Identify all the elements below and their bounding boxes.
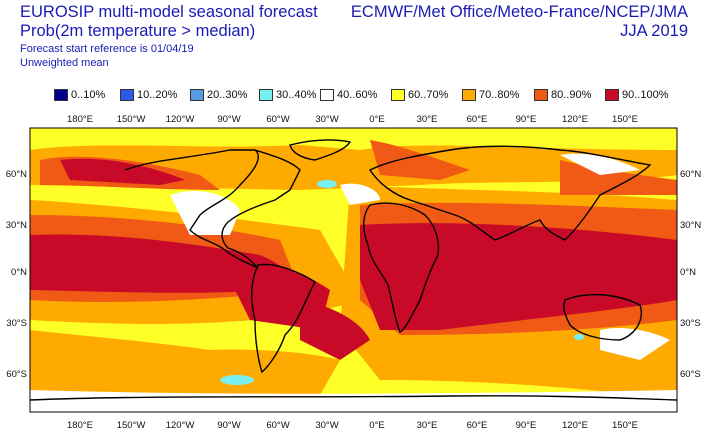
latitude-tick-label: 30°S [680,318,701,329]
legend-label: 20..30% [207,89,248,101]
longitude-tick-label: 0°E [369,420,384,431]
longitude-tick-label: 150°W [117,420,146,431]
latitude-tick-label: 30°S [6,318,27,329]
weighting-text: Unweighted mean [20,57,109,69]
longitude-tick-label: 30°E [417,420,438,431]
prob-30-40-areas [220,180,584,385]
legend-label: 0..10% [71,89,106,101]
longitude-ticks-top: 180°E 150°W 120°W 90°W 60°W 30°W 0°E 30°E 60°E 90… [67,114,638,125]
legend-item: 10..20% [120,88,177,102]
legend-label: 30..40% [276,89,317,101]
colour-legend: 0..10% 10..20% 20..30% 30..40% 40..60% 60..70… [54,88,674,102]
longitude-ticks-bottom: 180°E 150°W 120°W 90°W 60°W 30°W 0°E 30°E 60°E 90… [67,420,638,431]
longitude-tick-label: 60°E [467,114,488,125]
legend-item: 20..30% [190,88,247,102]
season-label: JJA 2019 [620,22,688,40]
longitude-tick-label: 180°E [67,420,93,431]
legend-item: 0..10% [54,88,105,102]
forecast-start-text: Forecast start reference is 01/04/19 [20,43,194,55]
legend-item: 30..40% [259,88,316,102]
legend-label: 70..80% [479,89,520,101]
longitude-tick-label: 150°E [612,420,638,431]
legend-swatch [54,89,68,101]
longitude-tick-label: 60°W [266,114,289,125]
forecast-centres: ECMWF/Met Office/Meteo-France/NCEP/JMA [350,3,688,21]
legend-swatch [605,89,619,101]
legend-swatch [534,89,548,101]
legend-swatch [391,89,405,101]
legend-swatch [190,89,204,101]
legend-swatch [320,89,334,101]
latitude-tick-label: 0°N [11,267,27,278]
map-variable: Prob(2m temperature > median) [20,22,256,40]
latitude-tick-label: 60°N [6,169,27,180]
legend-swatch [120,89,134,101]
legend-label: 80..90% [551,89,592,101]
longitude-tick-label: 60°E [467,420,488,431]
longitude-tick-label: 30°W [315,420,338,431]
longitude-tick-label: 120°E [562,114,588,125]
longitude-tick-label: 120°E [562,420,588,431]
latitude-tick-label: 0°N [680,267,696,278]
latitude-tick-label: 60°S [6,369,27,380]
legend-label: 90..100% [622,89,669,101]
legend-label: 40..60% [337,89,378,101]
latitude-tick-label: 60°S [680,369,701,380]
longitude-tick-label: 150°E [612,114,638,125]
map-title: EUROSIP multi-model seasonal forecast [20,3,318,21]
longitude-tick-label: 120°W [166,114,195,125]
legend-item: 70..80% [462,88,519,102]
latitude-ticks-left: 60°N 30°N 0°N 30°S 60°S [6,169,27,380]
longitude-tick-label: 30°W [315,114,338,125]
coastlines [30,139,677,401]
longitude-tick-label: 90°W [217,114,240,125]
legend-item: 80..90% [534,88,591,102]
longitude-tick-label: 30°E [417,114,438,125]
latitude-tick-label: 30°N [680,220,701,231]
latitude-tick-label: 60°N [680,169,701,180]
legend-item: 40..60% [320,88,377,102]
map-frame [29,127,678,413]
legend-item: 90..100% [605,88,668,102]
latitude-ticks-right: 60°N 30°N 0°N 30°S 60°S [680,169,701,380]
legend-item: 60..70% [391,88,448,102]
legend-label: 10..20% [137,89,178,101]
longitude-tick-label: 90°W [217,420,240,431]
longitude-tick-label: 120°W [166,420,195,431]
longitude-tick-label: 60°W [266,420,289,431]
longitude-tick-label: 0°E [369,114,384,125]
legend-swatch [462,89,476,101]
longitude-tick-label: 150°W [117,114,146,125]
legend-swatch [259,89,273,101]
prob-90-100-areas [30,158,677,360]
latitude-tick-label: 30°N [6,220,27,231]
longitude-tick-label: 180°E [67,114,93,125]
longitude-tick-label: 90°E [516,114,537,125]
longitude-tick-label: 90°E [516,420,537,431]
legend-label: 60..70% [408,89,449,101]
